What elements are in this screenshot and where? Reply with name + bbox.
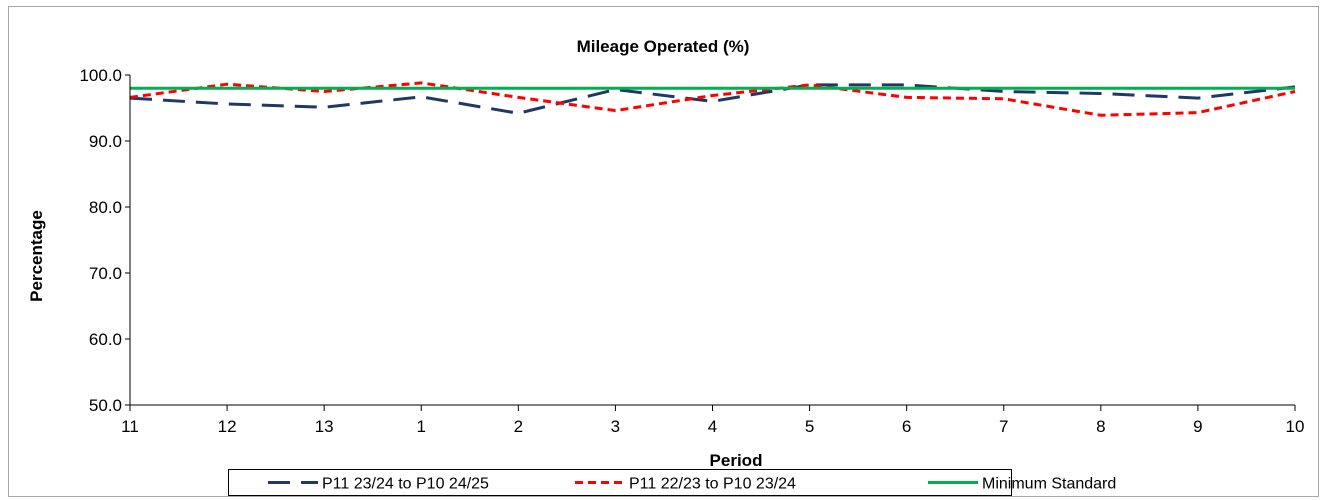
y-axis-label: Percentage (27, 210, 46, 302)
series-line-2 (129, 81, 1296, 117)
x-tick-label: 1 (417, 417, 426, 436)
legend-label-2: P11 22/23 to P10 23/24 (629, 476, 796, 493)
y-tick-label: 100.0 (79, 66, 122, 85)
x-tick-label: 13 (315, 417, 334, 436)
series-line-1 (129, 83, 1296, 115)
y-tick-label: 90.0 (89, 132, 122, 151)
x-tick-label: 5 (805, 417, 814, 436)
y-tick-label: 70.0 (89, 264, 122, 283)
y-tick-label: 60.0 (89, 330, 122, 349)
x-tick-label: 10 (1286, 417, 1305, 436)
x-tick-label: 7 (999, 417, 1008, 436)
y-tick-label: 50.0 (89, 396, 122, 415)
y-tick-label: 80.0 (89, 198, 122, 217)
x-tick-label: 4 (708, 417, 717, 436)
x-tick-label: 3 (611, 417, 620, 436)
x-tick-label: 2 (514, 417, 523, 436)
chart-title: Mileage Operated (%) (577, 37, 750, 56)
chart-border (8, 6, 1319, 497)
legend-label-3: Minimum Standard (982, 476, 1116, 493)
legend-label-1: P11 23/24 to P10 24/25 (322, 476, 489, 493)
x-tick-label: 9 (1193, 417, 1202, 436)
legend: P11 23/24 to P10 24/25 P11 22/23 to P10 2… (228, 469, 1116, 496)
x-tick-label: 8 (1096, 417, 1105, 436)
x-tick-label: 6 (902, 417, 911, 436)
plot-area (129, 81, 1296, 117)
x-axis-label: Period (710, 451, 763, 470)
x-tick-label: 12 (218, 417, 237, 436)
x-tick-label: 11 (121, 417, 139, 436)
